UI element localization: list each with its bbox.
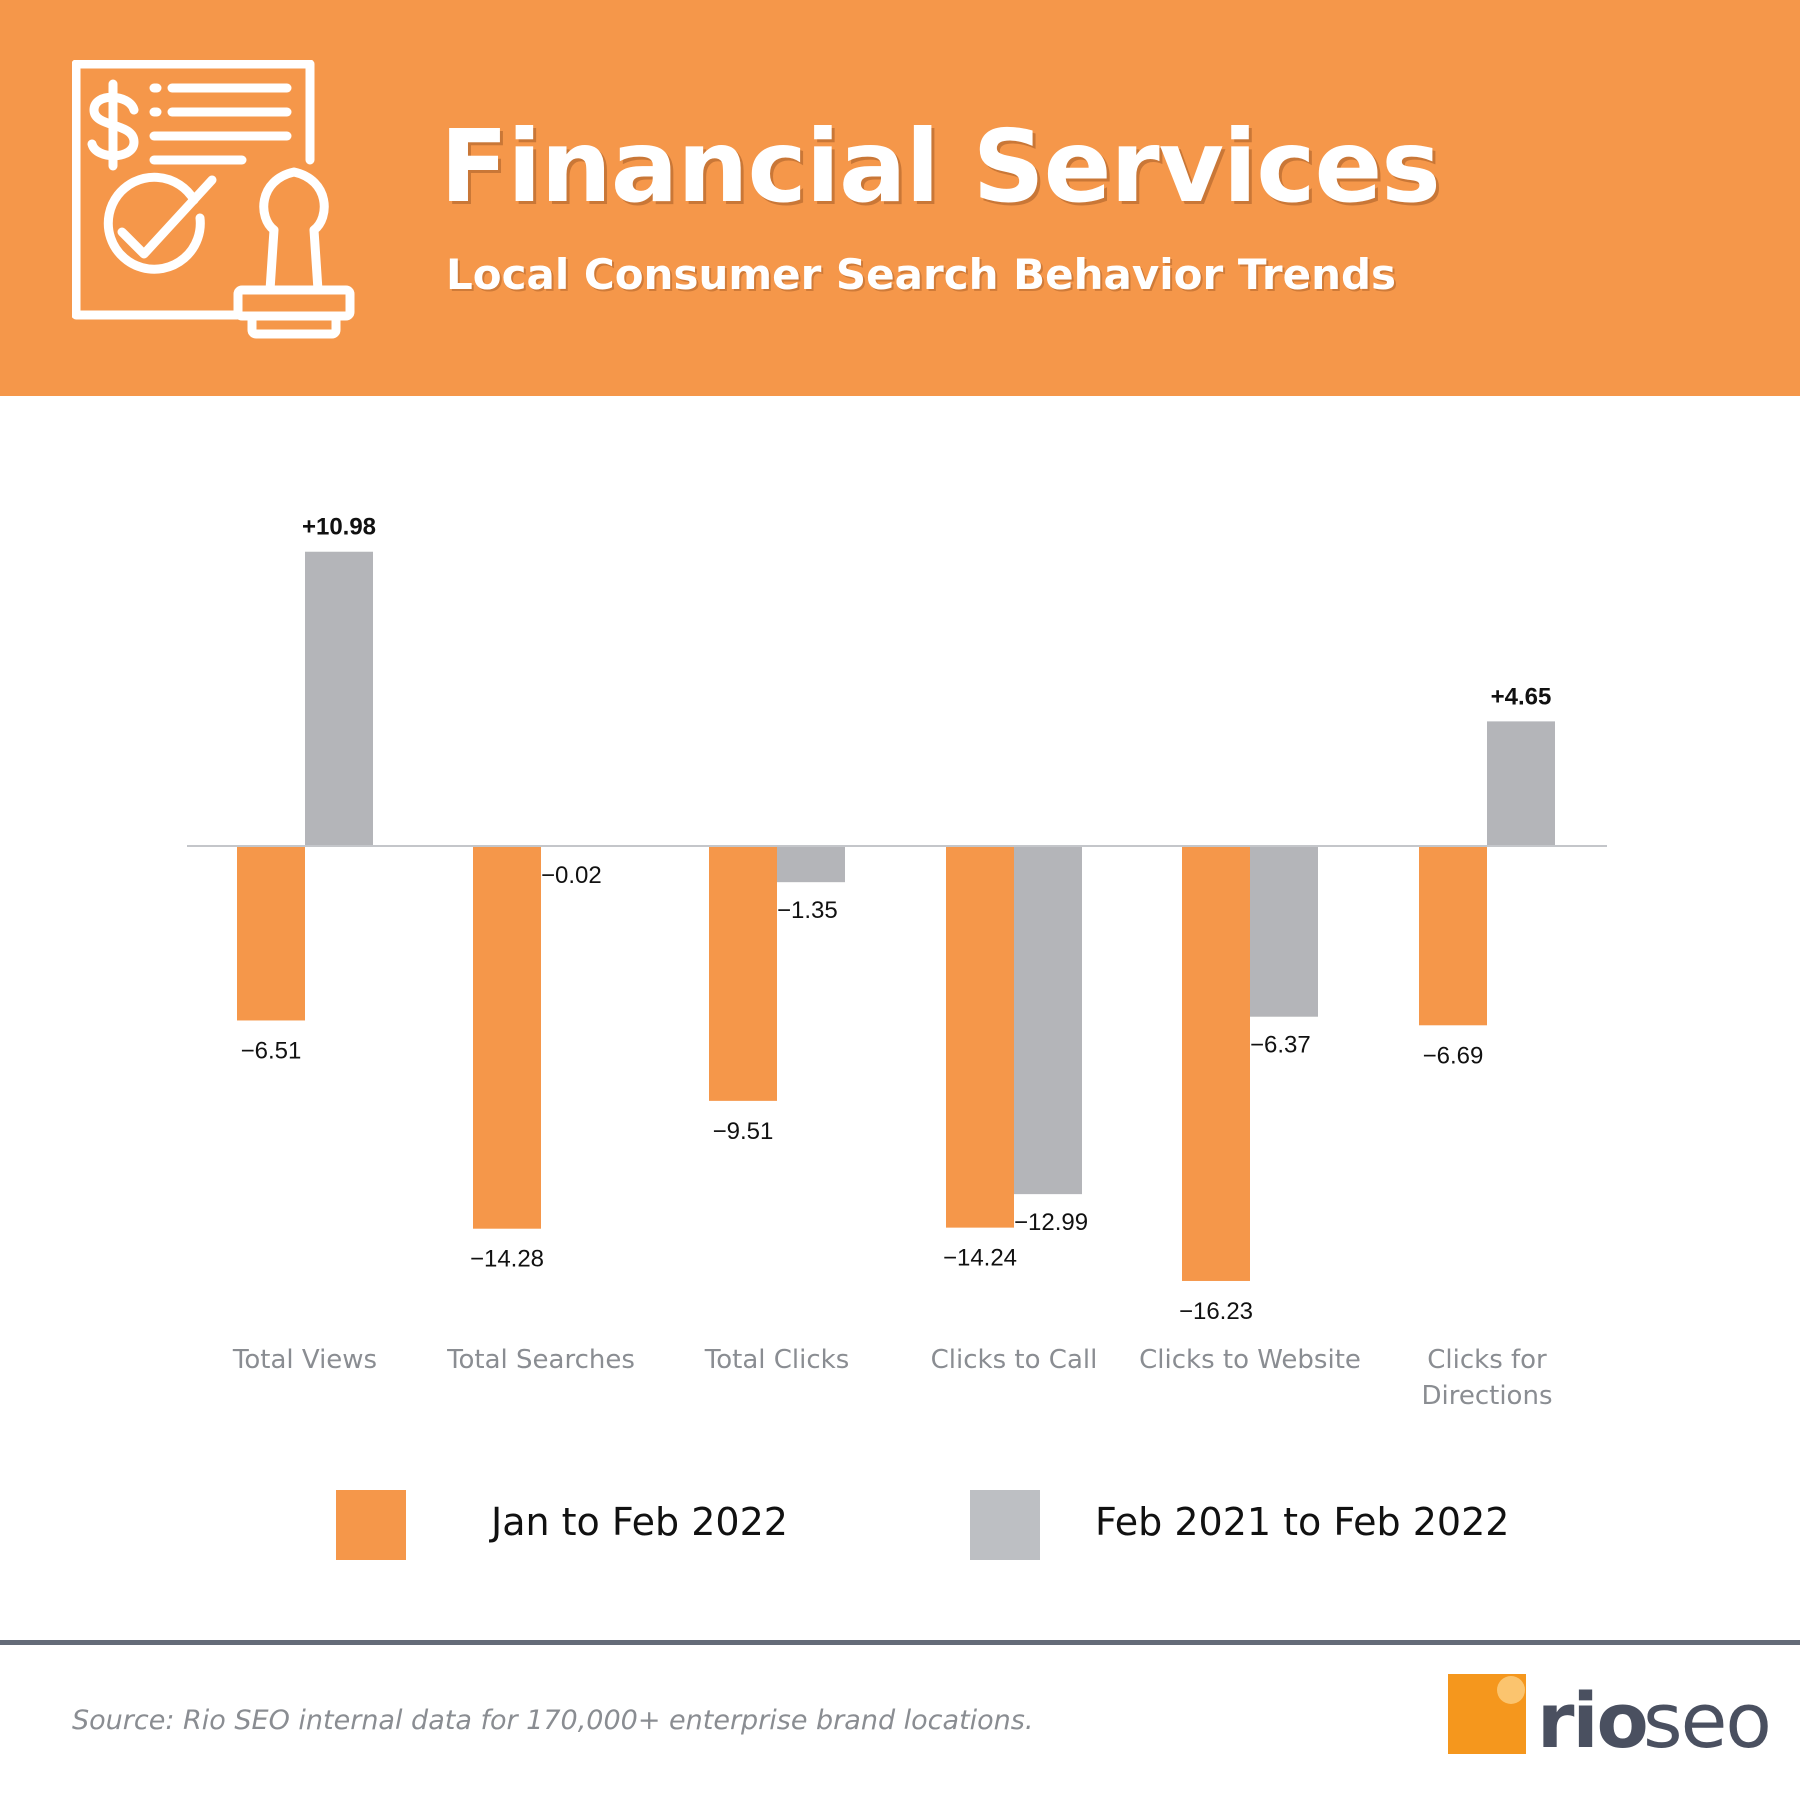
legend-label-series-1: Jan to Feb 2022 [491, 1500, 788, 1544]
value-label-series-1-3: −14.24 [943, 1245, 1017, 1272]
category-label-3: Clicks to Call [931, 1345, 1098, 1375]
legend-swatch-series-1 [336, 1490, 406, 1560]
bar-series-2-4 [1250, 846, 1318, 1017]
header-banner: Financial Services Local Consumer Search… [0, 0, 1800, 396]
bar-series-1-0 [237, 846, 305, 1021]
value-label-series-2-2: −1.35 [777, 897, 838, 924]
bar-series-2-3 [1014, 846, 1082, 1195]
category-label-1: Total Searches [446, 1345, 635, 1375]
bar-series-1-1 [473, 846, 541, 1229]
source-note: Source: Rio SEO internal data for 170,00… [72, 1705, 1034, 1736]
legend-label-series-2: Feb 2021 to Feb 2022 [1095, 1500, 1510, 1544]
footer-divider [0, 1640, 1800, 1645]
bar-series-2-0 [305, 551, 373, 846]
value-label-series-2-1: −0.02 [541, 862, 602, 889]
value-label-series-1-1: −14.28 [470, 1246, 544, 1273]
legend-swatch-series-2 [970, 1490, 1040, 1560]
bar-series-1-5 [1419, 846, 1487, 1026]
category-label-2: Total Clicks [704, 1345, 850, 1375]
page-subtitle: Local Consumer Search Behavior Trends [446, 250, 1397, 299]
value-label-series-1-2: −9.51 [713, 1118, 774, 1145]
value-label-series-1-4: −16.23 [1179, 1298, 1253, 1325]
logo-dot-icon [1497, 1676, 1525, 1704]
page-title: Financial Services [440, 108, 1441, 225]
legend-item-series-2: Feb 2021 to Feb 2022 [970, 1490, 1510, 1560]
bar-series-2-5 [1487, 721, 1555, 846]
bar-series-1-2 [709, 846, 777, 1101]
value-label-series-1-0: −6.51 [241, 1037, 302, 1064]
value-label-series-2-0: +10.98 [302, 514, 376, 541]
category-label-4: Clicks to Website [1139, 1345, 1361, 1375]
value-label-series-2-4: −6.37 [1250, 1032, 1311, 1059]
bar-series-2-2 [777, 846, 845, 883]
category-label-0: Total Views [232, 1345, 377, 1375]
financial-document-stamp-icon [72, 60, 355, 339]
bar-series-1-4 [1182, 846, 1250, 1281]
logo-text-seo: seo [1643, 1676, 1772, 1765]
bar-series-1-3 [946, 846, 1014, 1228]
value-label-series-2-5: +4.65 [1491, 683, 1552, 710]
category-label-5: Clicks for Directions [1421, 1345, 1552, 1411]
legend-item-series-1: Jan to Feb 2022 [336, 1490, 796, 1560]
bar-chart: −6.51 −14.28 −9.51 −14.24 −16.23 −6.69 +10.98 −… [187, 514, 1607, 1411]
value-label-series-1-5: −6.69 [1423, 1042, 1484, 1069]
value-label-series-2-3: −12.99 [1014, 1209, 1088, 1236]
logo-text-rio: rio [1537, 1676, 1649, 1765]
rio-seo-logo: rio seo [1445, 1670, 1775, 1770]
